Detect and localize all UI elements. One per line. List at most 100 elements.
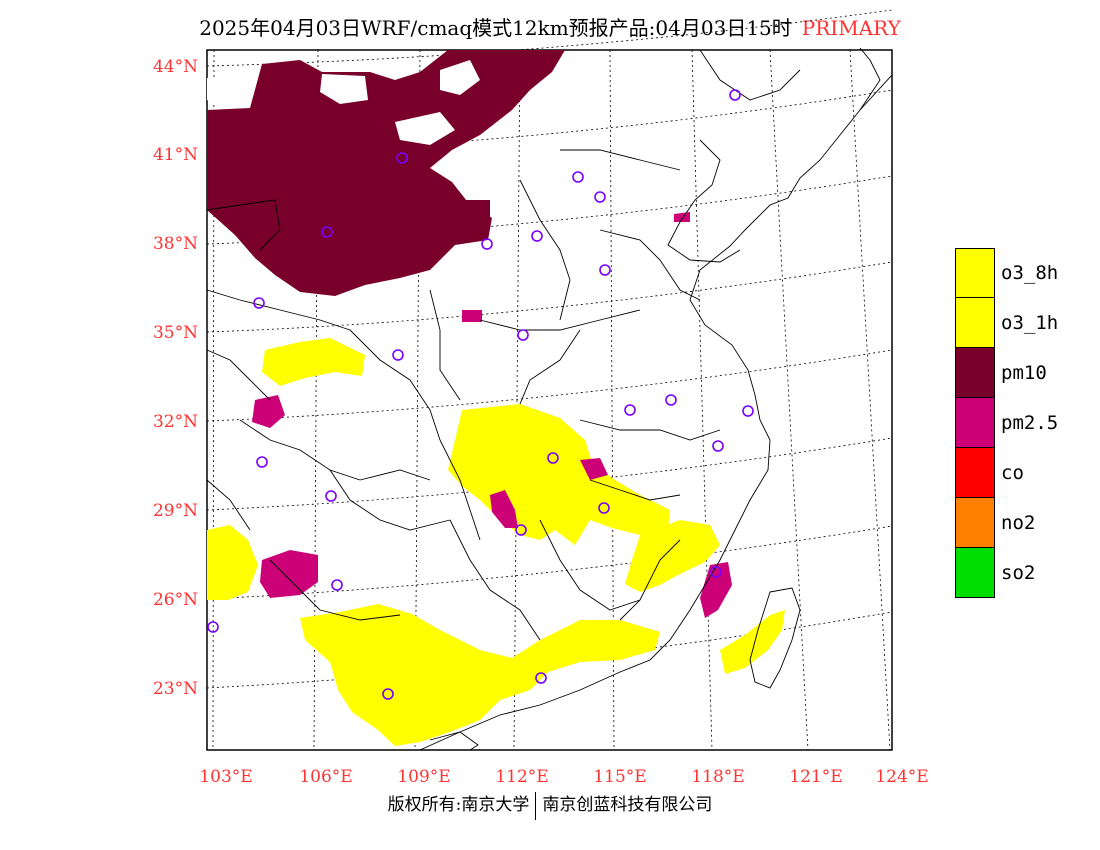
pm25-jinghai (462, 310, 482, 322)
city-station-circle (382, 688, 394, 700)
legend-swatch-so2 (955, 548, 995, 598)
legend-item-no2: no2 (955, 498, 1058, 548)
lon-labels: 103°E 106°E 109°E 112°E 115°E 118°E 121°… (199, 767, 928, 787)
province-line (439, 439, 481, 541)
lon-label: 103°E (199, 767, 252, 787)
o3-southeast (625, 520, 720, 592)
province-line (519, 179, 571, 321)
pm10-gaps (207, 60, 480, 145)
lat-label: 26°N (153, 590, 198, 610)
pm25-central (490, 490, 518, 528)
province-line (349, 329, 441, 441)
legend-label: o3_8h (1001, 262, 1059, 284)
legend-item-pm10: pm10 (955, 348, 1058, 398)
coastline (419, 74, 893, 751)
legend-item-o3-1h: o3_1h (955, 298, 1058, 348)
province-line (619, 539, 681, 621)
province-line (359, 469, 431, 481)
province-line (699, 49, 801, 101)
legend-label: no2 (1001, 512, 1036, 534)
city-station-circle (572, 171, 584, 183)
pm25-west (252, 395, 285, 428)
city-station-circle (665, 394, 677, 406)
city-station-circle (396, 152, 408, 164)
legend-label: pm10 (1001, 362, 1047, 384)
lat-line-35 (206, 261, 893, 333)
copyright-company: 南京创蓝科技有限公司 (542, 795, 713, 815)
lon-label: 121°E (789, 767, 842, 787)
pollutant-legend: o3_8h o3_1h pm10 pm2.5 co no2 so2 (955, 248, 1058, 598)
lat-label: 29°N (153, 501, 198, 521)
lon-line-112 (513, 49, 521, 751)
city-station-circle (392, 349, 404, 361)
legend-label: co (1001, 462, 1024, 484)
bohai (667, 139, 741, 263)
legend-swatch-pm10 (955, 348, 995, 398)
pm25-hubei (580, 458, 608, 480)
legend-label: pm2.5 (1001, 412, 1059, 434)
legend-item-o3-8h: o3_8h (955, 248, 1058, 298)
lat-label: 41°N (153, 145, 198, 165)
city-station-circle (624, 404, 636, 416)
title-text: 2025年04月03日WRF/cmaq模式12km预报产品:04月03日15时 (199, 16, 792, 40)
province-line (599, 229, 701, 301)
legend-swatch-o3-1h (955, 298, 995, 348)
province-line (519, 329, 581, 405)
city-station-circle (331, 579, 343, 591)
city-station-circle (710, 566, 722, 578)
legend-swatch-no2 (955, 498, 995, 548)
city-station-circle (321, 226, 333, 238)
lon-line-121 (769, 49, 809, 751)
lat-label: 44°N (153, 57, 198, 77)
province-line (579, 419, 721, 441)
legend-item-so2: so2 (955, 548, 1058, 598)
pm25-regions (252, 212, 732, 618)
lon-label: 118°E (691, 767, 744, 787)
pm10-gap (207, 78, 248, 108)
province-line (206, 349, 271, 401)
city-station-circle (253, 297, 265, 309)
pm10-gap (320, 74, 368, 104)
legend-item-co: co (955, 448, 1058, 498)
province-line (539, 519, 641, 611)
city-station-circle (207, 621, 219, 633)
legend-label: so2 (1001, 562, 1036, 584)
legend-item-pm25: pm2.5 (955, 398, 1058, 448)
province-line (206, 479, 251, 531)
lat-label: 35°N (153, 323, 198, 343)
copyright-owner: 版权所有:南京大学 (387, 795, 530, 815)
city-station-circle (598, 502, 610, 514)
pm10-gap (395, 112, 455, 145)
city-station-circle (594, 191, 606, 203)
pm25-fujian (700, 562, 732, 618)
province-line (560, 149, 681, 171)
city-station-circle (712, 440, 724, 452)
pm10-gap (440, 60, 480, 95)
province-line (206, 199, 281, 251)
lon-line-118 (691, 49, 713, 751)
o3-south (300, 604, 660, 746)
city-station-circle (515, 524, 527, 536)
lat-labels: 44°N 41°N 38°N 35°N 32°N 29°N 26°N 23°N (153, 57, 198, 699)
lon-label: 109°E (397, 767, 450, 787)
province-line (429, 289, 461, 401)
legend-swatch-co (955, 448, 995, 498)
footer-divider (535, 791, 537, 820)
primary-tag: PRIMARY (801, 16, 901, 40)
taiwan-outline (749, 587, 801, 689)
hainan-outline (429, 731, 479, 751)
province-line (479, 309, 641, 331)
city-station-circle (742, 405, 754, 417)
boundaries (206, 47, 893, 751)
legend-label: o3_1h (1001, 312, 1059, 334)
province-line (589, 479, 681, 501)
lon-label: 112°E (495, 767, 548, 787)
lon-label: 115°E (593, 767, 646, 787)
o3-northwest (262, 338, 365, 386)
city-station-circle (517, 329, 529, 341)
province-line (239, 419, 361, 481)
lat-label: 32°N (153, 412, 198, 432)
lon-line-115 (609, 49, 615, 751)
province-line (449, 519, 541, 641)
